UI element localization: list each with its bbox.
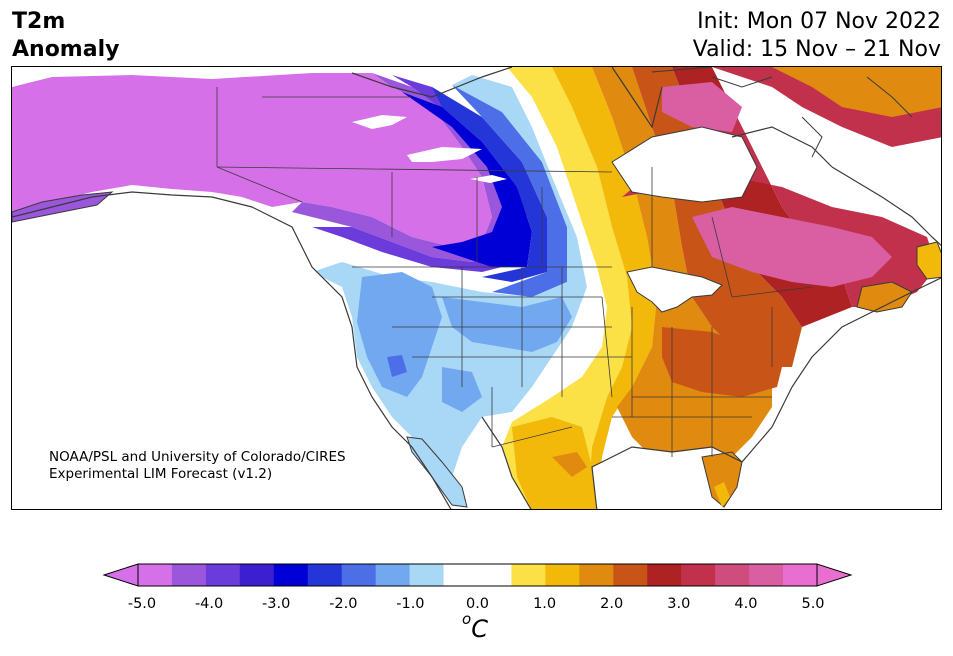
region-warm-band-05 (502, 67, 632, 509)
anomaly-map (11, 66, 942, 510)
region-west-patch-3 (442, 367, 482, 412)
alaska-peninsula (12, 191, 114, 223)
colorbar-tick-label: 4.0 (734, 596, 758, 612)
pacific-coast-water (12, 192, 451, 509)
colorbar-swatch (477, 564, 512, 586)
colorbar-swatch (409, 564, 445, 586)
coastlines (12, 67, 941, 509)
colorbar-tick-label: -1.0 (396, 596, 425, 612)
baja-california (406, 436, 468, 508)
colorbar-tick-label: -5.0 (127, 596, 157, 612)
colorbar (100, 562, 855, 592)
political-borders (216, 87, 813, 457)
region-cold-band-15 (452, 85, 567, 297)
region-cold-band-2 (432, 87, 547, 282)
colorbar-swatch (307, 564, 343, 586)
texas-warm-spot (552, 452, 587, 477)
region-neutral (482, 67, 607, 422)
florida (701, 451, 743, 508)
colorbar-swatch (681, 564, 716, 586)
great-bear-lake (352, 115, 407, 129)
colorbar-outline (137, 563, 818, 587)
colorbar-swatch (613, 564, 648, 586)
colorbar-swatch (579, 564, 614, 586)
colorbar-tick-label: 5.0 (801, 596, 825, 612)
colorbar-tick-label: 2.0 (600, 596, 624, 612)
colorbar-tick-label: 3.0 (667, 596, 691, 612)
colorbar-tick-label: 0.0 (465, 596, 490, 612)
region-arctic-pink (662, 82, 742, 132)
colorbar-swatch (545, 564, 580, 586)
colorbar-under-arrow (102, 563, 139, 587)
forecast-dates: Init: Mon 07 Nov 2022 Valid: 15 Nov – 21… (693, 8, 941, 64)
colorbar-tick-label: -4.0 (194, 596, 224, 612)
credit-line2: Experimental LIM Forecast (v1.2) (49, 466, 273, 482)
colorbar-swatch (341, 564, 377, 586)
colorbar-swatch (443, 564, 478, 586)
unit-degree: o (462, 610, 472, 628)
map-title-line1: T2m (12, 9, 66, 34)
maritimes (856, 281, 913, 313)
valid-range: Valid: 15 Nov – 21 Nov (692, 37, 941, 62)
colorbar-swatch (783, 564, 818, 586)
hudson-bay (611, 126, 758, 203)
colorbar-tick-label: -3.0 (262, 596, 291, 612)
colorbar-swatch (749, 564, 784, 586)
colorbar-swatch (715, 564, 750, 586)
region-alaska-cold (12, 73, 492, 247)
great-slave-lake (407, 147, 482, 162)
map-title: T2m Anomaly (12, 8, 119, 64)
region-arctic-warm (772, 67, 941, 117)
great-lakes (626, 266, 723, 313)
region-west-patch-4 (387, 355, 407, 377)
region-east-warm-2 (662, 327, 782, 397)
credit-text: NOAA/PSL and University of Colorado/CIRE… (49, 449, 346, 483)
init-date: Init: Mon 07 Nov 2022 (697, 9, 941, 34)
region-warm-band-4 (692, 207, 892, 287)
colorbar-tick-label: -2.0 (329, 596, 358, 612)
colorbar-ticks: -5.0 -4.0 -3.0 -2.0 -1.0 0.0 1.0 2.0 3.0 4.0 5.0 (0, 596, 953, 616)
colorbar-tick-label: 1.0 (533, 596, 557, 612)
region-west-patch-2 (442, 297, 572, 352)
region-west-patch-1 (357, 272, 442, 397)
arctic-islands (651, 67, 913, 158)
colorbar-swatch (375, 564, 411, 586)
region-south-warm (512, 417, 592, 509)
colorbar-swatch (647, 564, 682, 586)
colorbar-swatch (171, 564, 207, 586)
florida-tip (714, 482, 730, 507)
colorbar-swatch (138, 564, 173, 586)
region-cold-band-4 (292, 73, 512, 262)
colorbar-unit: oC (462, 610, 488, 643)
unit-letter: C (471, 615, 488, 643)
colorbar-swatch (273, 564, 309, 586)
colorbar-swatch (511, 564, 546, 586)
colorbar-over-arrow (816, 563, 853, 587)
region-cold-band-25 (402, 92, 532, 267)
colorbar-swatch (205, 564, 241, 586)
colorbar-swatch (239, 564, 275, 586)
lake-athabasca (470, 175, 507, 183)
map-canvas (12, 67, 941, 509)
credit-line1: NOAA/PSL and University of Colorado/CIRE… (49, 449, 346, 465)
colorbar-canvas (102, 563, 853, 587)
map-title-line2: Anomaly (12, 37, 120, 62)
